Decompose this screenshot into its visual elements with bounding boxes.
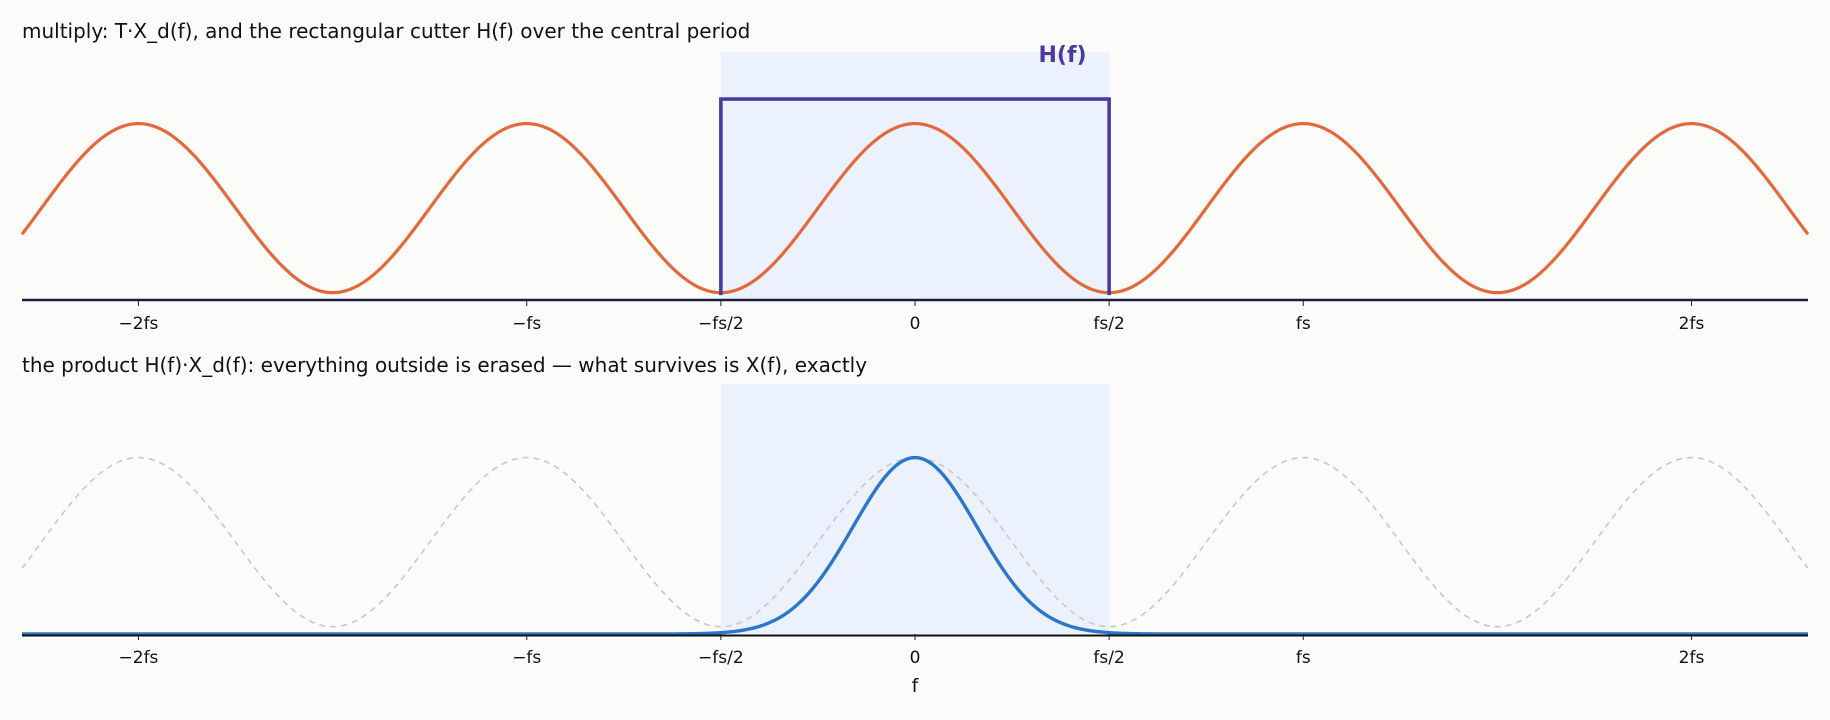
top-x-tick-group: −2fs −fs −fs/2 0 fs/2 fs 2fs <box>119 300 1705 334</box>
x-tick-label: fs/2 <box>1093 648 1124 668</box>
cutter-h-line <box>719 97 1111 296</box>
x-tick-label: −2fs <box>119 648 159 668</box>
surviving-spectrum-line <box>22 455 1808 636</box>
x-tick-label: 0 <box>910 314 921 334</box>
bottom-shaded-band <box>720 384 1110 634</box>
bottom-x-axis-label: f <box>912 675 920 697</box>
x-tick-label: −2fs <box>119 314 159 334</box>
x-tick-label: −fs <box>512 314 541 334</box>
x-tick-label: −fs/2 <box>698 648 744 668</box>
cutter-h-label: H(f) <box>1038 43 1086 68</box>
top-panel: multiply: T·X_d(f), and the rectangular … <box>20 19 1810 334</box>
top-panel-title: multiply: T·X_d(f), and the rectangular … <box>22 19 750 43</box>
x-tick-label: fs <box>1296 314 1311 334</box>
x-tick-label: 2fs <box>1679 648 1705 668</box>
x-tick-label: 2fs <box>1679 314 1705 334</box>
x-tick-label: −fs <box>512 648 541 668</box>
top-periodic-spectrum-line <box>20 122 1810 295</box>
erased-images-dashed-line <box>21 456 1809 628</box>
bottom-panel-title: the product H(f)·X_d(f): everything outs… <box>22 353 867 377</box>
x-tick-label: −fs/2 <box>698 314 744 334</box>
top-shaded-band <box>720 52 1110 300</box>
bottom-x-tick-group: −2fs −fs −fs/2 0 fs/2 fs 2fs <box>119 634 1705 668</box>
bottom-panel: the product H(f)·X_d(f): everything outs… <box>21 353 1809 697</box>
x-tick-label: 0 <box>910 648 921 668</box>
x-tick-label: fs/2 <box>1093 314 1124 334</box>
x-tick-label: fs <box>1296 648 1311 668</box>
